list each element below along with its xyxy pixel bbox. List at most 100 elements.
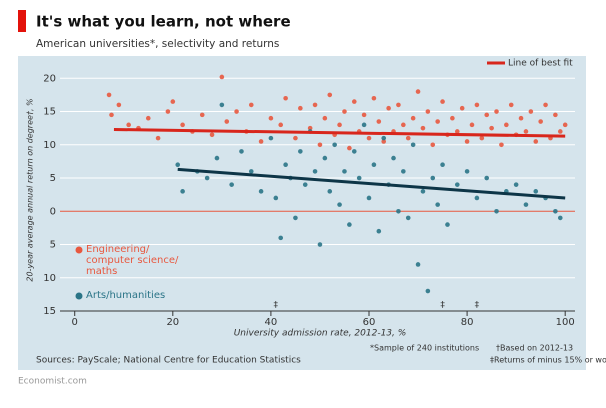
point [445, 222, 450, 227]
point [557, 129, 563, 134]
point [557, 215, 563, 221]
point [405, 135, 411, 141]
point [293, 215, 298, 221]
point [229, 182, 234, 187]
point [523, 129, 529, 134]
point [381, 139, 387, 144]
point [420, 125, 426, 131]
point [450, 115, 455, 121]
point [543, 102, 548, 108]
point [435, 119, 440, 124]
y-tick-label: 15 [43, 306, 56, 317]
red-tag [18, 10, 26, 32]
point [145, 115, 151, 121]
point [533, 139, 539, 144]
point [248, 169, 254, 174]
point [258, 139, 264, 144]
point [273, 195, 279, 201]
y-tick-label: 15 [43, 107, 56, 118]
chart-subtitle: American universities*, selectivity and … [36, 38, 279, 50]
x-tick-label: 60 [363, 317, 376, 328]
point [533, 189, 539, 194]
point [459, 105, 465, 111]
legend-label: Engineering/ computer science/ maths [86, 244, 179, 277]
point [116, 102, 122, 108]
x-tick-label: 80 [461, 317, 474, 328]
point [469, 122, 475, 128]
point [386, 105, 391, 111]
point [234, 109, 239, 114]
x-tick-label: 0 [72, 317, 78, 328]
point [337, 202, 342, 207]
offscale-marker: ‡ [274, 301, 279, 311]
point [474, 102, 480, 108]
point [347, 222, 352, 227]
point [214, 155, 220, 161]
point [410, 115, 416, 121]
point [278, 122, 284, 128]
point [351, 99, 357, 104]
x-axis-label: University admission rate, 2012-13, % [234, 329, 407, 339]
point [351, 149, 357, 154]
legend-swatch [75, 292, 83, 300]
y-tick-label: 10 [43, 273, 56, 284]
point [356, 175, 362, 181]
point [440, 162, 445, 168]
point [224, 119, 230, 124]
point [258, 189, 264, 194]
point [425, 109, 431, 114]
point [376, 228, 382, 234]
note: *Sample of 240 institutions [370, 344, 479, 353]
x-tick-label: 100 [556, 317, 575, 328]
offscale-marker: ‡ [440, 301, 445, 311]
point [553, 208, 558, 214]
point [204, 175, 210, 181]
point [484, 112, 490, 118]
point [283, 162, 288, 168]
point [298, 149, 303, 154]
point [504, 122, 509, 128]
legend-label: Arts/humanities [86, 290, 166, 301]
point [513, 182, 519, 187]
point [165, 109, 171, 114]
point [302, 182, 308, 187]
point [268, 135, 274, 141]
point [248, 102, 254, 108]
point [484, 175, 490, 181]
x-tick-label: 20 [166, 317, 179, 328]
point [361, 112, 367, 118]
note: ‡Returns of minus 15% or worse [490, 356, 606, 365]
point [239, 149, 244, 154]
point [538, 119, 543, 124]
y-tick-label: 5 [50, 240, 56, 251]
point [219, 74, 225, 80]
point [180, 189, 185, 194]
point [342, 169, 347, 174]
point [562, 122, 568, 128]
point [180, 122, 185, 128]
point [278, 235, 284, 241]
point [219, 102, 225, 108]
point [322, 115, 328, 121]
point [366, 195, 372, 201]
point [518, 115, 524, 121]
point [415, 89, 421, 94]
point [332, 142, 337, 148]
point [366, 135, 372, 141]
y-tick-label: 20 [43, 73, 56, 84]
point [391, 155, 396, 161]
point [553, 112, 558, 118]
point [347, 145, 352, 151]
point [293, 135, 298, 141]
point [342, 109, 347, 114]
point [361, 122, 367, 128]
point [489, 125, 494, 131]
point [283, 95, 288, 101]
point [396, 102, 401, 108]
point [499, 142, 504, 148]
point [523, 202, 529, 207]
point [317, 142, 323, 148]
point [474, 195, 480, 201]
point [109, 112, 114, 118]
